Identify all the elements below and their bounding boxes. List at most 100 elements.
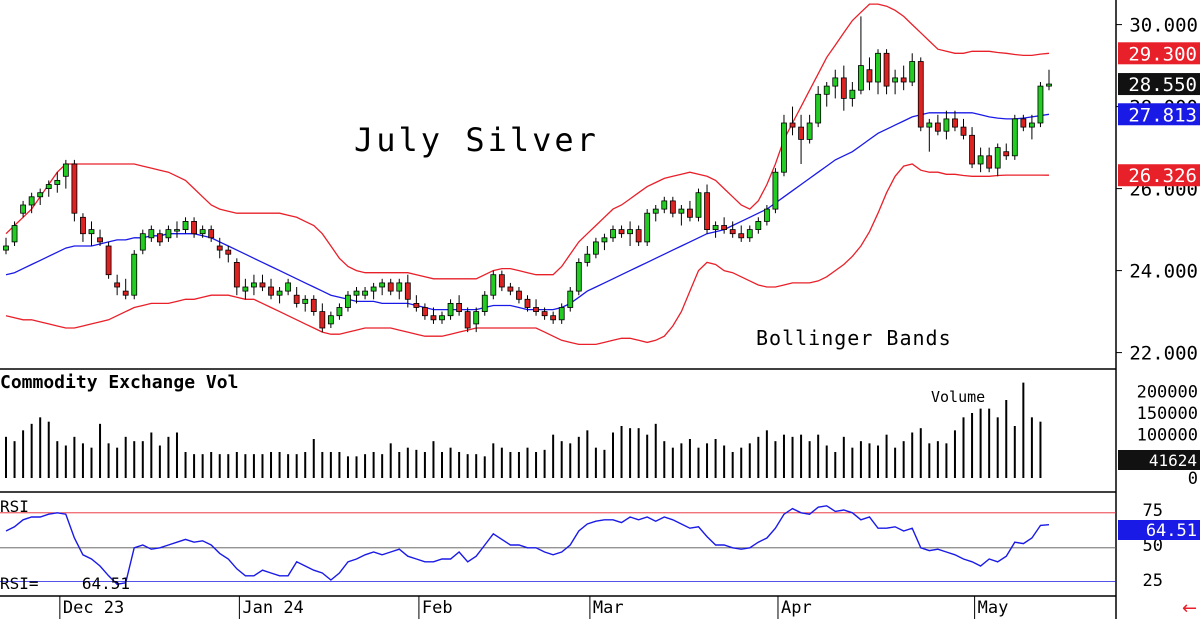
candle-body xyxy=(259,282,266,288)
candle-body xyxy=(148,229,155,239)
candle-body xyxy=(507,286,514,292)
candle xyxy=(208,225,215,242)
candle xyxy=(815,86,822,128)
candle-body xyxy=(661,200,668,210)
candle xyxy=(977,147,984,173)
candle xyxy=(396,278,403,300)
candle-body xyxy=(370,286,377,292)
candle xyxy=(584,246,591,267)
candle xyxy=(592,237,599,259)
volume-current-label: 41624 xyxy=(1149,451,1197,470)
date-label: Feb xyxy=(422,598,453,618)
candle-body xyxy=(755,220,762,230)
candle-body xyxy=(233,261,240,288)
candle-body xyxy=(1011,118,1018,157)
candle-body xyxy=(447,302,454,317)
date-label: Apr xyxy=(781,598,812,618)
candle xyxy=(302,295,309,312)
candle-body xyxy=(336,307,343,317)
candle-body xyxy=(875,52,881,83)
candle-body xyxy=(704,192,710,230)
volume-tick-label: 0 xyxy=(1188,469,1198,489)
candle xyxy=(490,270,497,300)
candle xyxy=(883,49,890,95)
candle-body xyxy=(900,77,907,83)
candle-body xyxy=(601,237,608,243)
rsi-axis-ticks: 75 50 25 xyxy=(1143,501,1163,591)
candle xyxy=(652,205,659,222)
price-label: 28.550 xyxy=(1128,74,1197,96)
candle xyxy=(661,196,668,214)
price-label-box xyxy=(1118,42,1200,65)
candle-body xyxy=(362,290,368,296)
candle xyxy=(738,225,745,242)
scroll-left-icon[interactable]: ← xyxy=(1182,598,1197,619)
candle-body xyxy=(866,69,873,83)
candle-body xyxy=(721,225,728,230)
candle xyxy=(687,200,693,222)
candle xyxy=(370,282,377,300)
candle xyxy=(45,180,52,197)
candle xyxy=(618,225,625,238)
candlesticks xyxy=(3,16,1052,333)
candle-body xyxy=(285,282,292,292)
candle-body xyxy=(960,126,967,136)
candle xyxy=(387,278,394,296)
candle-body xyxy=(592,241,599,255)
candle xyxy=(182,217,189,234)
rsi-value-box xyxy=(1118,520,1200,540)
date-label: May xyxy=(978,598,1009,618)
candle-body xyxy=(413,302,420,308)
volume-tick-label: 100000 xyxy=(1137,426,1198,446)
candle xyxy=(464,307,471,333)
candle-body xyxy=(644,212,651,243)
candle xyxy=(174,221,180,238)
candle xyxy=(601,233,608,251)
candle-body xyxy=(97,237,103,243)
candle-body xyxy=(80,216,86,235)
candle-body xyxy=(986,155,993,169)
rsi-value-marker: 64.51 xyxy=(1118,520,1200,541)
candle-body xyxy=(182,220,189,230)
candle xyxy=(413,295,420,312)
candle xyxy=(28,192,35,214)
candle xyxy=(798,114,804,164)
candle-body xyxy=(379,282,386,288)
price-label: 26.326 xyxy=(1128,165,1197,187)
candle xyxy=(866,57,873,91)
candle xyxy=(900,65,907,91)
upper-band xyxy=(5,3,1050,280)
rsi-footer-value: 64.51 xyxy=(82,574,130,593)
candle xyxy=(772,168,779,214)
candle xyxy=(148,225,155,242)
candle-body xyxy=(430,315,437,321)
candle-body xyxy=(798,126,804,140)
rsi-tick-label: 75 xyxy=(1143,501,1163,521)
candle xyxy=(88,221,95,246)
candle xyxy=(533,299,539,316)
candle-body xyxy=(45,184,52,189)
candle xyxy=(840,65,847,111)
volume-tick-label: 150000 xyxy=(1137,404,1198,424)
candle xyxy=(926,118,933,152)
candle xyxy=(422,303,428,320)
candle-body xyxy=(832,77,839,87)
price-tick-label: 24.000 xyxy=(1129,261,1198,283)
candle xyxy=(550,311,557,324)
candle-body xyxy=(618,229,625,235)
candle xyxy=(165,225,172,242)
candle xyxy=(952,110,958,132)
candle xyxy=(404,274,411,308)
candle xyxy=(669,196,676,218)
volume-current-box xyxy=(1118,450,1200,470)
candle-body xyxy=(687,208,693,218)
candle xyxy=(627,221,633,246)
candle xyxy=(216,237,223,259)
rsi-value-label: 64.51 xyxy=(1146,521,1197,541)
candle-body xyxy=(849,89,856,99)
date-label: Mar xyxy=(593,598,624,618)
candle-body xyxy=(652,208,659,214)
candle-body xyxy=(892,77,899,83)
candle xyxy=(20,200,26,218)
candle xyxy=(1011,114,1018,160)
